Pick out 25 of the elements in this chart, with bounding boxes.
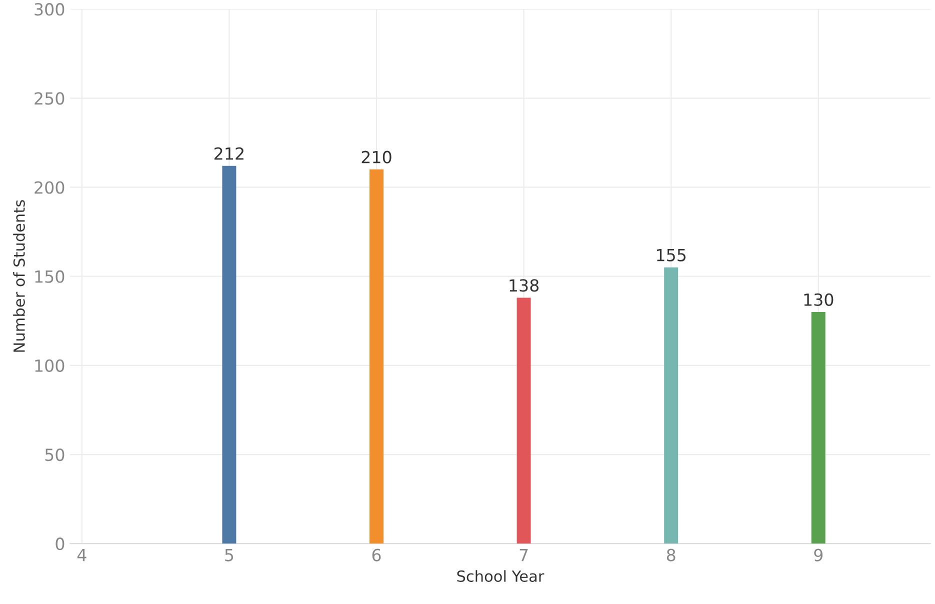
- y-tick-label: 0: [56, 538, 64, 550]
- y-tick-label: 100: [35, 359, 64, 372]
- x-axis-title: School Year: [457, 570, 544, 582]
- bar: [222, 166, 236, 544]
- data-label: 130: [804, 293, 834, 306]
- data-label: 155: [657, 249, 686, 262]
- data-label: 210: [362, 150, 392, 164]
- x-tick-label: 8: [666, 548, 676, 562]
- x-tick-label: 7: [520, 548, 528, 562]
- x-tick-label: 9: [814, 548, 823, 562]
- y-tick-label: 150: [35, 270, 64, 283]
- x-tick-label: 5: [225, 548, 234, 562]
- y-tick-label: 200: [34, 181, 64, 194]
- data-label: 138: [510, 279, 539, 292]
- y-tick-label: 50: [45, 448, 64, 462]
- bar: [664, 267, 678, 544]
- data-label: 212: [214, 147, 244, 160]
- y-tick-label: 300: [34, 3, 64, 16]
- x-tick-label: 4: [77, 548, 86, 562]
- bar: [811, 312, 826, 544]
- bar: [370, 169, 384, 544]
- bar: [516, 298, 531, 544]
- y-tick-label: 250: [34, 92, 64, 105]
- x-tick-label: 6: [372, 548, 381, 562]
- y-axis-title: Number of Students: [13, 200, 25, 352]
